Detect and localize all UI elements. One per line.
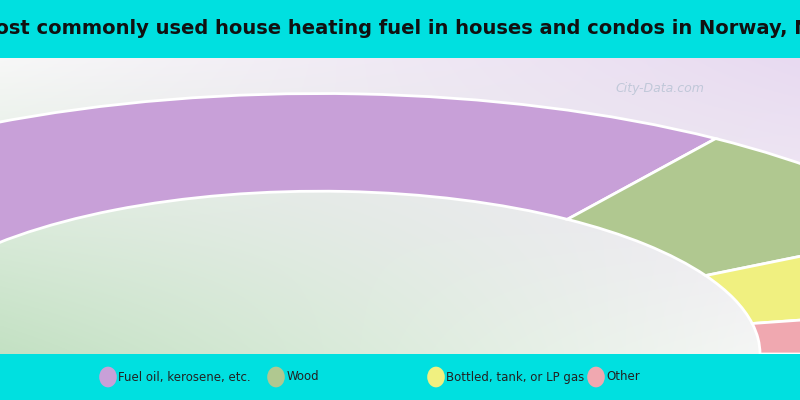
Text: Most commonly used house heating fuel in houses and condos in Norway, NY: Most commonly used house heating fuel in… (0, 20, 800, 38)
Ellipse shape (587, 367, 605, 387)
Text: Bottled, tank, or LP gas: Bottled, tank, or LP gas (446, 370, 585, 384)
Ellipse shape (99, 367, 117, 387)
Ellipse shape (427, 367, 445, 387)
Wedge shape (752, 305, 800, 354)
Wedge shape (706, 228, 800, 324)
Ellipse shape (267, 367, 285, 387)
Text: Other: Other (606, 370, 640, 384)
Wedge shape (0, 94, 716, 354)
Wedge shape (567, 138, 800, 276)
Text: City-Data.com: City-Data.com (615, 82, 704, 95)
Text: Fuel oil, kerosene, etc.: Fuel oil, kerosene, etc. (118, 370, 251, 384)
Text: Wood: Wood (286, 370, 319, 384)
